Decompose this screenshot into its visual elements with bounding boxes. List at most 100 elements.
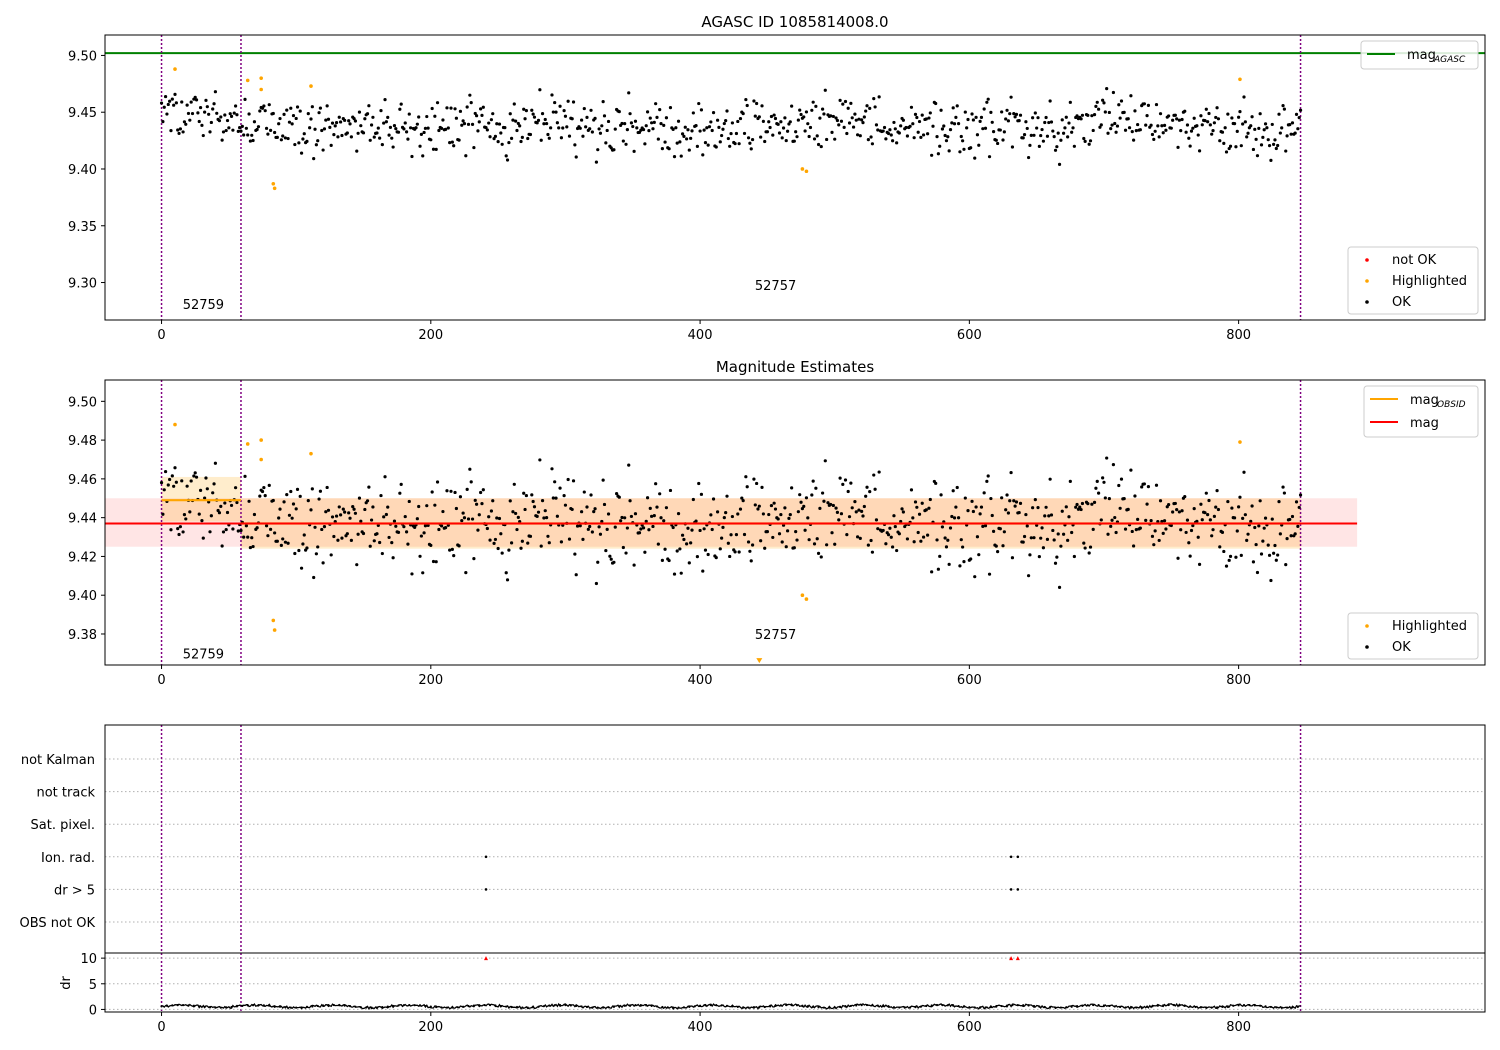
dr-point (192, 1004, 195, 1007)
ok-point (1230, 506, 1234, 510)
ok-point (1060, 118, 1064, 122)
ok-point (849, 101, 853, 105)
ok-point (462, 122, 467, 126)
ok-point (1207, 498, 1211, 503)
ok-point (220, 544, 224, 548)
ok-point (248, 139, 253, 143)
ok-point (178, 127, 182, 131)
ok-point (1250, 115, 1254, 119)
ok-point (334, 121, 339, 125)
ok-point (476, 129, 480, 133)
ok-point (1160, 124, 1164, 128)
ok-point (437, 128, 441, 133)
ok-point (184, 122, 188, 126)
dr-point (219, 1006, 222, 1009)
ok-point (380, 551, 384, 556)
dr-point (268, 1004, 271, 1007)
ok-point (675, 141, 679, 145)
ok-point (749, 559, 753, 563)
ok-point (1144, 123, 1148, 127)
ok-point (1017, 510, 1021, 515)
ok-point (380, 142, 384, 147)
ok-point (205, 487, 209, 491)
ok-point (861, 121, 865, 125)
ok-point (554, 496, 558, 500)
ok-point (514, 511, 518, 516)
ok-point (481, 488, 485, 492)
ok-point (336, 538, 340, 542)
ok-point (955, 104, 959, 108)
ok-point (1187, 541, 1191, 545)
ok-point (720, 536, 724, 540)
dr-point (456, 1006, 459, 1009)
ok-point (818, 116, 822, 120)
ok-point (742, 131, 747, 136)
ok-point (1035, 126, 1039, 130)
ok-point (239, 129, 243, 133)
ok-point (1270, 517, 1274, 521)
ok-point (1022, 534, 1027, 539)
ok-point (286, 541, 290, 545)
ok-point (660, 146, 664, 151)
ok-point (608, 554, 612, 558)
ok-point (1056, 532, 1060, 536)
ok-point (810, 493, 814, 497)
legend-label: Highlighted (1392, 619, 1467, 634)
ok-point (1272, 551, 1276, 555)
ok-point (1142, 482, 1146, 486)
ok-point (744, 475, 748, 479)
ok-point (939, 108, 943, 112)
dr-point (1000, 1004, 1003, 1008)
dr-point (591, 1006, 594, 1009)
y-tick-label: 0 (89, 1003, 97, 1018)
ok-point (444, 525, 448, 530)
dr-point (1011, 1004, 1014, 1007)
highlighted-point (259, 457, 263, 462)
ok-point (1177, 510, 1181, 514)
ok-point (1210, 132, 1214, 136)
ok-point (612, 560, 616, 564)
ok-point (282, 112, 286, 116)
ok-point (1133, 494, 1137, 498)
ok-point (650, 514, 654, 518)
ok-point (291, 113, 296, 118)
ok-point (895, 548, 899, 553)
ok-point (803, 528, 807, 532)
ok-point (495, 122, 499, 126)
ok-point (1249, 124, 1253, 128)
ok-point (379, 493, 383, 498)
ok-point (1263, 122, 1268, 126)
ok-point (461, 119, 465, 123)
ok-point (1014, 500, 1019, 504)
ok-point (221, 530, 226, 534)
ok-point (668, 106, 673, 110)
dr-point (973, 1006, 976, 1009)
ok-point (465, 487, 469, 491)
x-tick-label: 600 (957, 1020, 982, 1035)
ok-point (1212, 121, 1216, 125)
ok-point (305, 139, 309, 143)
ok-point (430, 490, 434, 494)
ok-point (235, 500, 239, 505)
x-tick-label: 400 (688, 328, 713, 343)
ok-point (686, 128, 690, 132)
ok-point (734, 533, 739, 537)
dr-point (365, 1006, 368, 1009)
ok-point (857, 508, 861, 512)
ok-point (343, 510, 347, 514)
ok-point (468, 93, 472, 97)
ok-point (1237, 505, 1241, 509)
ok-point (543, 117, 547, 122)
ok-point (689, 541, 693, 545)
ok-point (644, 124, 648, 128)
ok-point (511, 510, 515, 514)
ok-point (559, 136, 564, 140)
ok-point (594, 581, 599, 586)
ok-point (1183, 109, 1187, 113)
ok-point (263, 494, 267, 498)
ok-point (1235, 529, 1239, 533)
ok-point (383, 98, 387, 102)
ok-point (574, 155, 578, 159)
ok-point (542, 516, 546, 520)
